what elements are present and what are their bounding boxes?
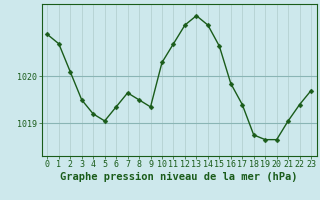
X-axis label: Graphe pression niveau de la mer (hPa): Graphe pression niveau de la mer (hPa) [60, 172, 298, 182]
